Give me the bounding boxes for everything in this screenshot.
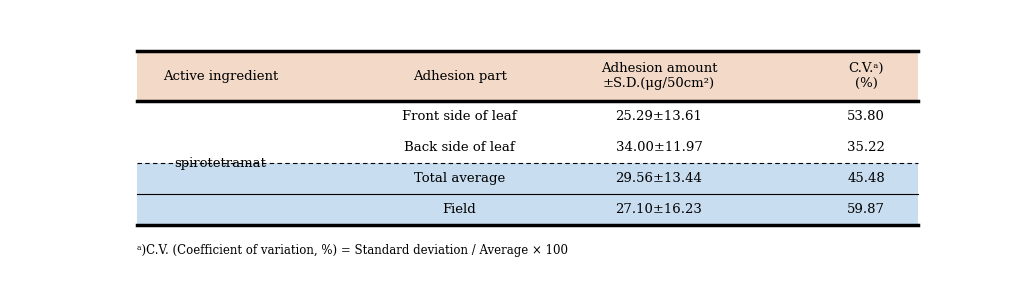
Bar [137,164,918,194]
Text: Back side of leaf: Back side of leaf [404,141,514,154]
Text: Front side of leaf: Front side of leaf [402,110,517,124]
Text: 29.56±13.44: 29.56±13.44 [615,173,703,185]
Text: Field: Field [442,204,476,216]
Text: 53.80: 53.80 [847,110,885,124]
Text: Total average: Total average [414,173,505,185]
Text: 35.22: 35.22 [847,141,885,154]
Text: Active ingredient: Active ingredient [163,69,278,83]
Text: ᵃ)C.V. (Coefficient of variation, %) = Standard deviation / Average × 100: ᵃ)C.V. (Coefficient of variation, %) = S… [137,244,568,257]
Bar [137,194,918,225]
Text: spirotetramat: spirotetramat [174,157,267,170]
Text: Adhesion amount
±S.D.(μg/50cm²): Adhesion amount ±S.D.(μg/50cm²) [601,62,717,90]
Text: 27.10±16.23: 27.10±16.23 [615,204,703,216]
Text: 34.00±11.97: 34.00±11.97 [615,141,703,154]
Text: 59.87: 59.87 [847,204,885,216]
Text: 25.29±13.61: 25.29±13.61 [615,110,703,124]
Text: 45.48: 45.48 [848,173,885,185]
Text: Adhesion part: Adhesion part [413,69,506,83]
Bar [137,51,918,101]
Text: C.V.ᵃ)
(%): C.V.ᵃ) (%) [849,62,884,90]
